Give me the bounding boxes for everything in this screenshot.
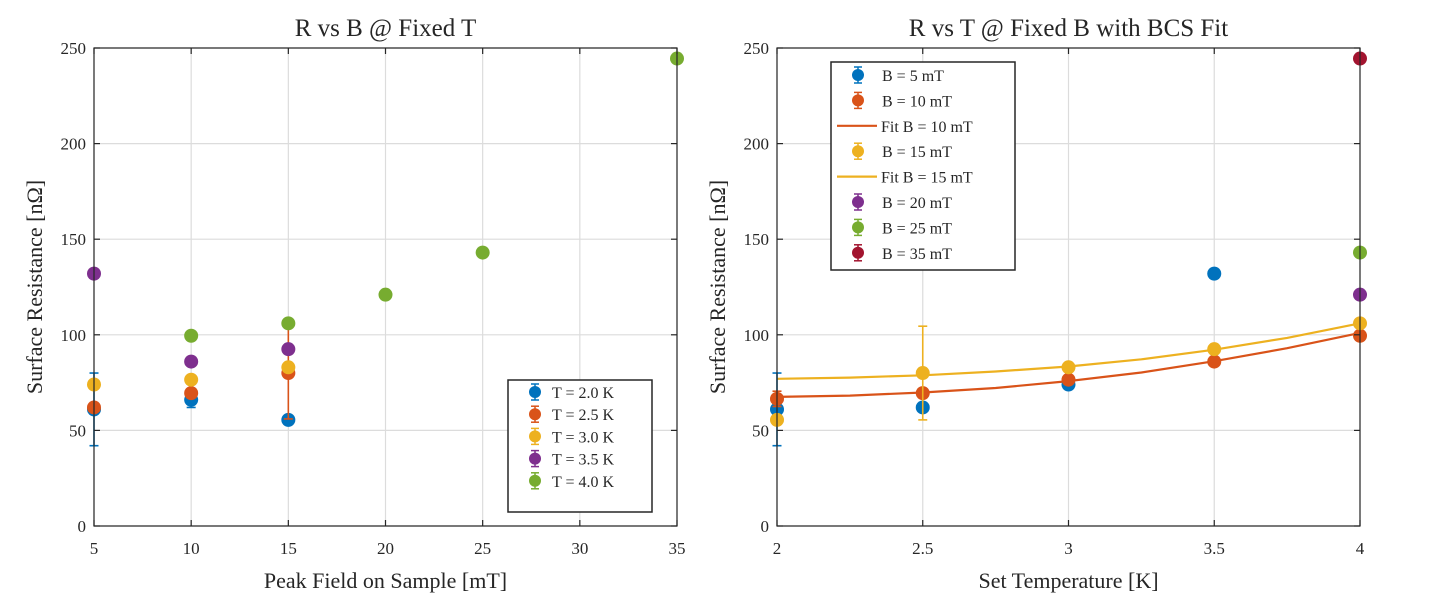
data-point-s3-p1 (915, 366, 930, 381)
data-point-s2-p2 (281, 360, 296, 375)
y-tick-label: 100 (61, 326, 87, 345)
data-point-s1-p2 (1061, 372, 1076, 387)
chart-title: R vs T @ Fixed B with BCS Fit (909, 15, 1228, 42)
y-tick-label: 150 (61, 230, 87, 249)
legend-label-1: T = 2.5 K (552, 407, 615, 424)
y-tick-label: 0 (78, 517, 87, 536)
legend: T = 2.0 K T = 2.5 K T = 3.0 K T = 3.5 K T = … (507, 379, 653, 513)
legend-marker-1 (529, 408, 541, 421)
legend-label-1: B = 10 mT (882, 93, 952, 110)
legend-marker-2 (529, 430, 541, 443)
legend-marker-0 (529, 386, 541, 398)
legend-marker-1 (852, 94, 864, 107)
data-point-s4-p2 (378, 287, 393, 302)
y-tick-label: 250 (61, 39, 87, 58)
chart-r-vs-b: 5 10 15 20 25 30 35 0 50 100 150 200 250 R vs B @ Fix… (22, 15, 686, 593)
x-axis-label: Peak Field on Sample [mT] (264, 568, 507, 593)
data-point-s4-p1 (281, 316, 296, 331)
chart-title: R vs B @ Fixed T (295, 15, 477, 42)
legend-marker-6 (852, 221, 864, 234)
x-tick-label: 3 (1064, 539, 1073, 558)
legend-label-3: T = 3.5 K (552, 452, 615, 469)
legend-label-7: B = 35 mT (882, 246, 952, 263)
y-tick-label: 100 (744, 326, 770, 345)
legend-label-5: B = 20 mT (882, 195, 952, 212)
legend-label-6: B = 25 mT (882, 220, 952, 237)
data-point-s1-p3 (1207, 354, 1222, 369)
x-tick-label: 30 (571, 539, 588, 558)
y-tick-label: 50 (752, 421, 769, 440)
y-axis-label: Surface Resistance [nΩ] (22, 180, 47, 394)
y-tick-label: 0 (761, 517, 770, 536)
data-point-s1-p1 (184, 386, 199, 401)
x-tick-label: 10 (183, 539, 200, 558)
y-axis-label: Surface Resistance [nΩ] (705, 180, 730, 394)
x-tick-label: 25 (474, 539, 491, 558)
data-point-s0-p2 (281, 412, 296, 427)
data-point-s3-p3 (1207, 342, 1222, 357)
legend-label-0: B = 5 mT (882, 68, 944, 85)
legend-label-2: T = 3.0 K (552, 429, 615, 446)
x-tick-label: 35 (669, 539, 686, 558)
data-point-s3-p2 (281, 342, 296, 357)
legend-label-0: T = 2.0 K (552, 385, 615, 402)
y-tick-label: 50 (69, 421, 86, 440)
chart-r-vs-t: 2 2.5 3 3.5 4 0 50 100 150 200 250 R vs T @ Fixed B… (705, 15, 1367, 593)
legend-marker-7 (852, 246, 864, 259)
legend-marker-3 (852, 145, 864, 158)
legend-box (507, 379, 653, 513)
legend-marker-5 (852, 196, 864, 208)
data-point-s3-p1 (184, 354, 199, 369)
data-point-s3-p2 (1061, 360, 1076, 375)
legend-label-3: B = 15 mT (882, 144, 952, 161)
legend-marker-3 (529, 452, 541, 465)
x-tick-label: 20 (377, 539, 394, 558)
x-tick-label: 2.5 (912, 539, 933, 558)
x-tick-label: 3.5 (1204, 539, 1225, 558)
y-tick-label: 200 (744, 135, 770, 154)
y-tick-label: 250 (744, 39, 770, 58)
data-point-s4-p0 (184, 328, 199, 343)
data-point-s0-p3 (1207, 266, 1222, 281)
legend: B = 5 mT B = 10 mT Fit B = 10 mT B = 15 mT F… (830, 61, 1016, 271)
legend-label-2: Fit B = 10 mT (881, 119, 973, 136)
legend-marker-4 (529, 474, 541, 487)
x-axis-label: Set Temperature [K] (978, 568, 1158, 593)
y-tick-label: 150 (744, 230, 770, 249)
legend-label-4: T = 4.0 K (552, 474, 615, 491)
legend-label-4: Fit B = 15 mT (881, 170, 973, 187)
x-tick-label: 15 (280, 539, 297, 558)
legend-marker-0 (852, 69, 864, 81)
x-tick-label: 5 (90, 539, 99, 558)
data-point-s2-p1 (184, 372, 199, 387)
x-tick-label: 2 (773, 539, 782, 558)
x-tick-label: 4 (1356, 539, 1365, 558)
y-tick-label: 200 (61, 135, 87, 154)
data-point-s4-p3 (475, 245, 490, 260)
